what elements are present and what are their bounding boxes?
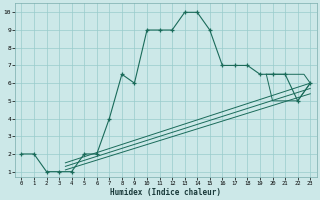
X-axis label: Humidex (Indice chaleur): Humidex (Indice chaleur) bbox=[110, 188, 221, 197]
